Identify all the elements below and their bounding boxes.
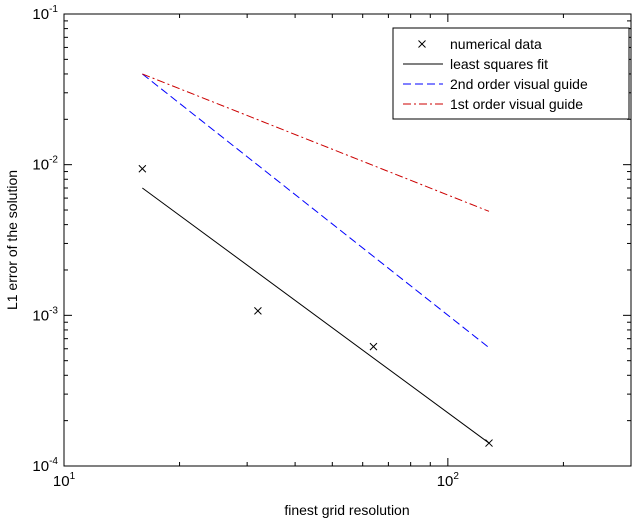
x-axis-title: finest grid resolution (284, 502, 409, 518)
legend-label: 1st order visual guide (450, 96, 583, 112)
y-tick-label: 10-1 (32, 4, 58, 23)
legend-label: least squares fit (450, 56, 548, 72)
y-axis-title: L1 error of the solution (4, 170, 20, 310)
x-tick-label: 101 (53, 471, 76, 490)
legend-label: numerical data (450, 36, 542, 52)
legend-label: 2nd order visual guide (450, 76, 588, 92)
y-tick-label: 10-3 (32, 305, 58, 324)
x-tick-label: 102 (437, 471, 460, 490)
legend: numerical data least squares fit 2nd order… (393, 28, 629, 119)
y-tick-label: 10-2 (32, 155, 58, 174)
